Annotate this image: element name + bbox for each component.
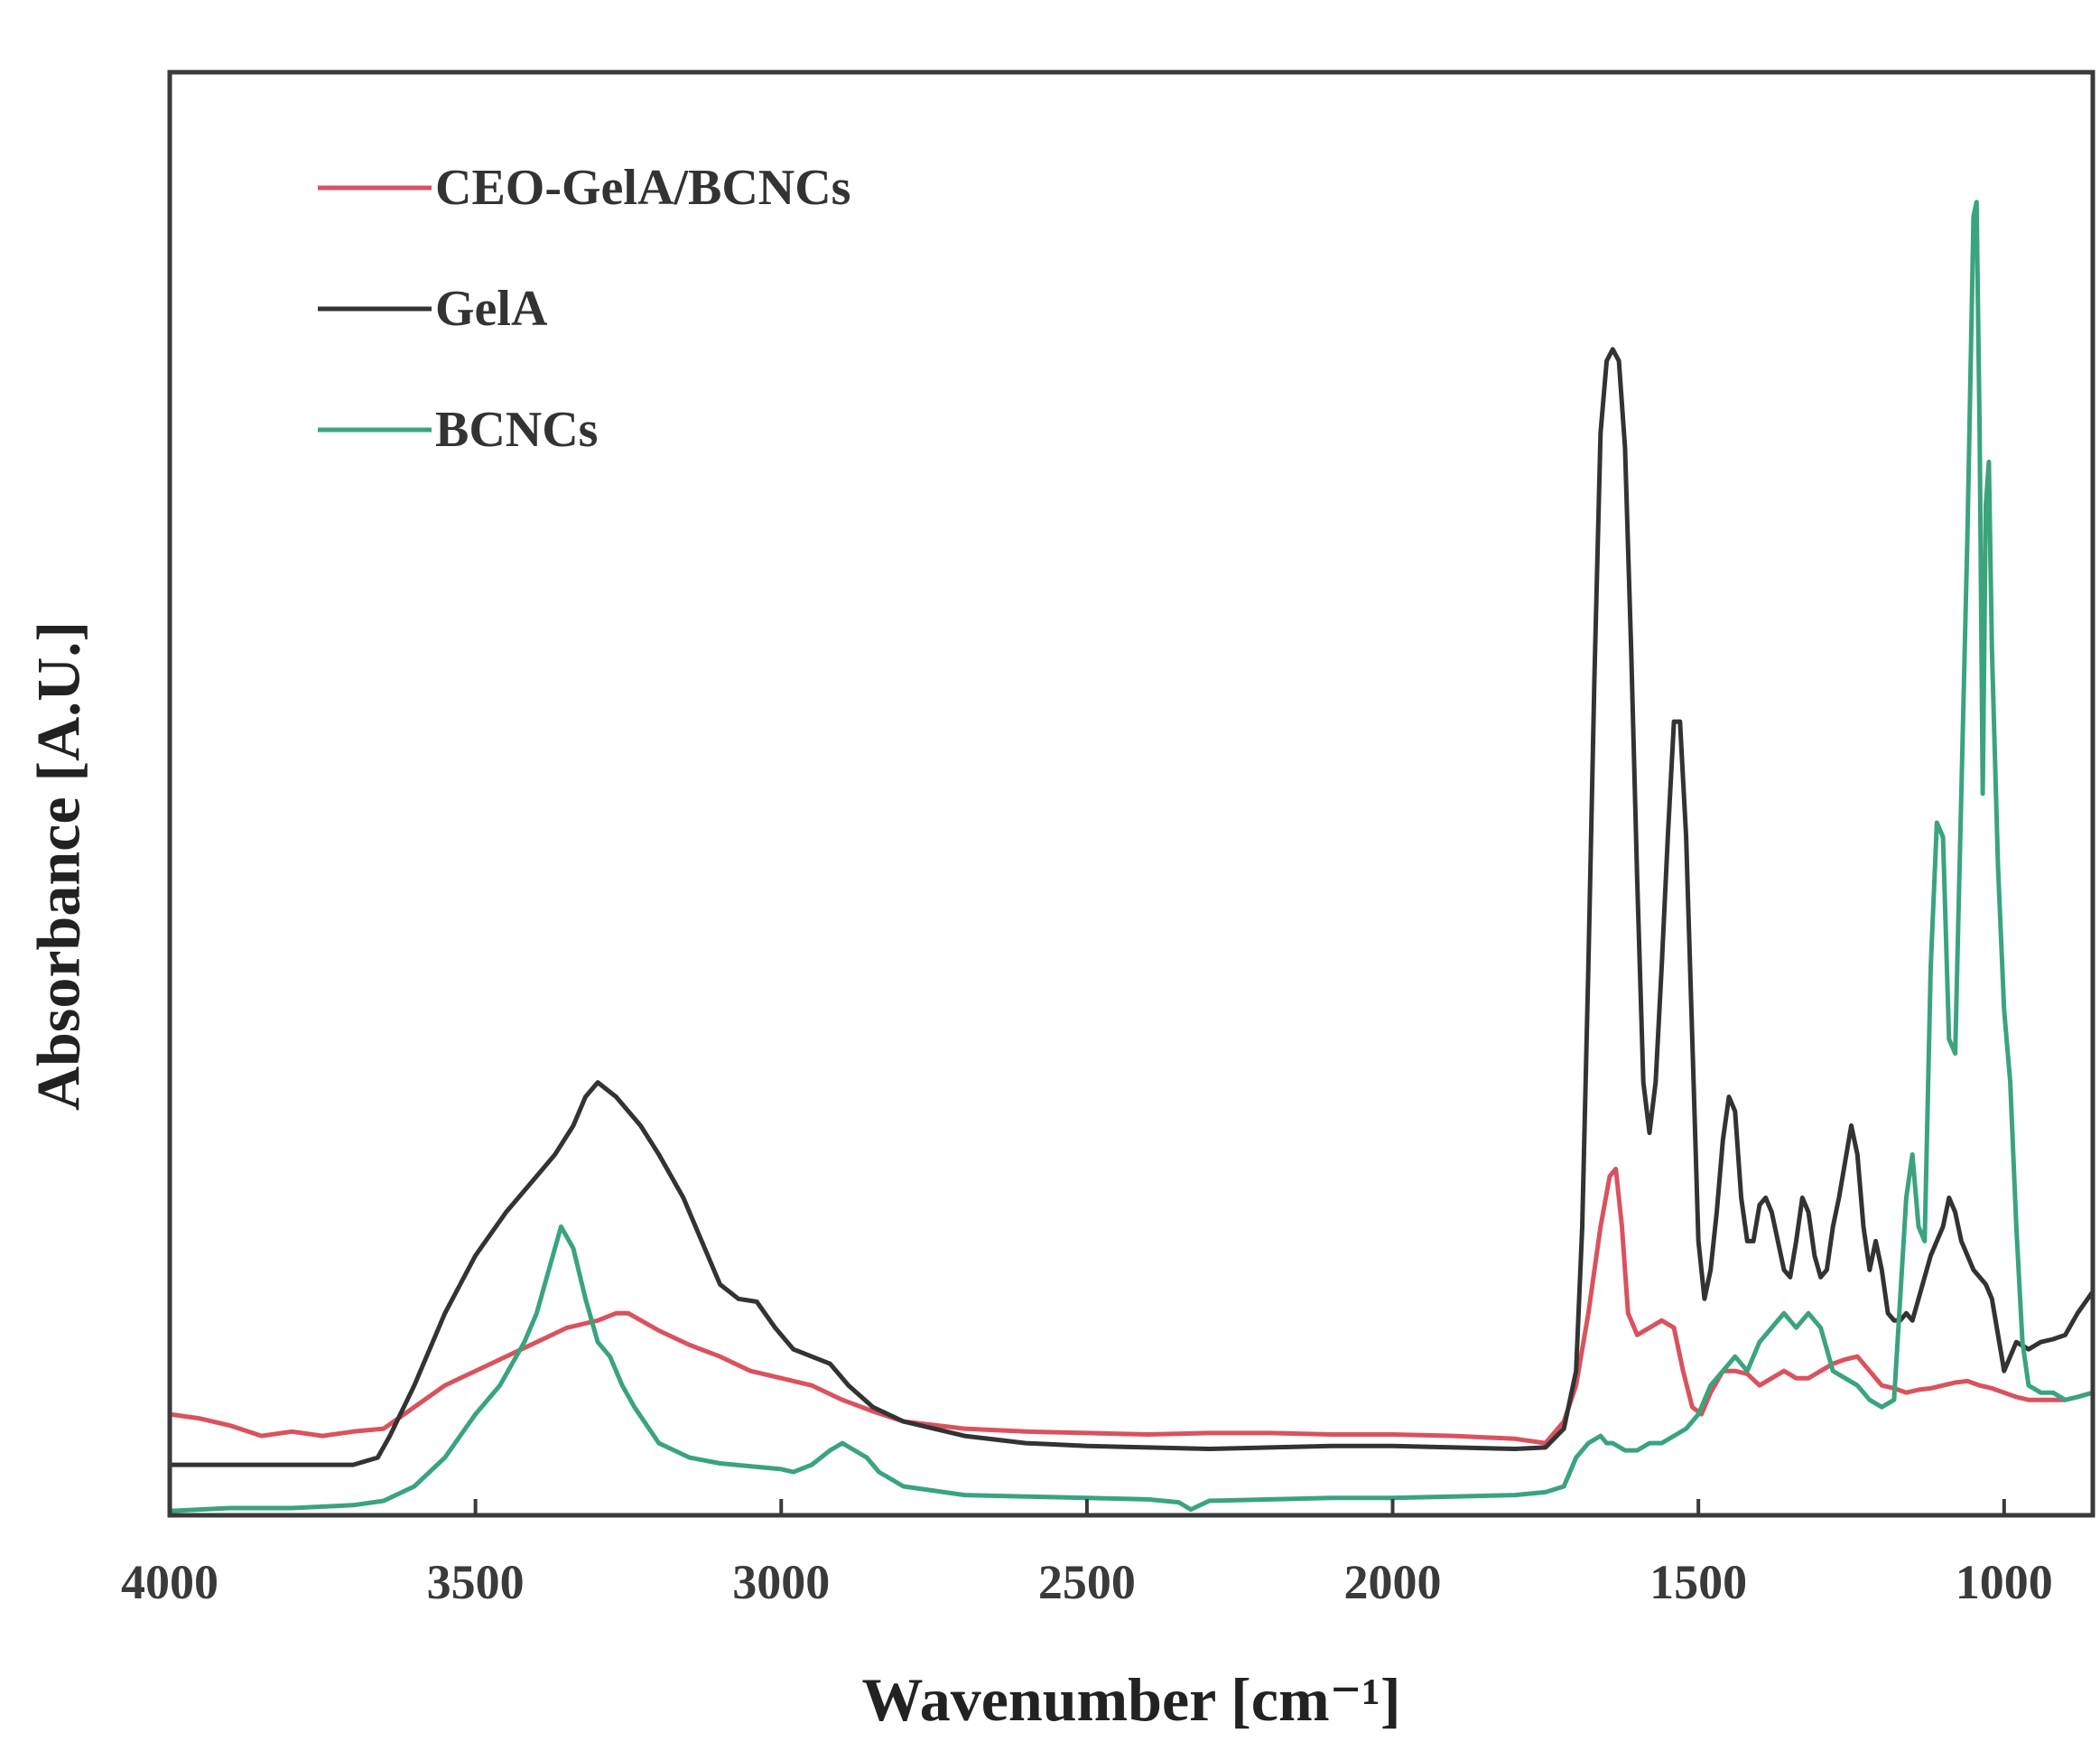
legend-label: CEO-GelA/BCNCs: [435, 160, 850, 216]
series-line-bcncs: [167, 200, 2095, 1513]
x-tick-label: 4000: [121, 1555, 218, 1609]
x-axis-label: Wavenumber [cm⁻¹]: [861, 1665, 1400, 1734]
plot-frame: [167, 70, 2095, 1518]
series-line-gela: [167, 347, 2095, 1467]
x-tick-label: 3500: [427, 1555, 525, 1609]
x-tick-label: 3000: [732, 1555, 830, 1609]
x-tick-label: 1500: [1649, 1555, 1747, 1609]
legend-label: GelA: [435, 281, 548, 337]
y-axis-label: Absorbance [A.U.]: [24, 621, 93, 1111]
series-layer: [167, 200, 2095, 1513]
x-tick-label: 2000: [1344, 1555, 1442, 1609]
legend-label: BCNCs: [435, 402, 598, 458]
x-tick-label: 2500: [1038, 1555, 1136, 1609]
legend: CEO-GelA/BCNCs GelA BCNCs: [318, 160, 850, 458]
x-tick-label: 1000: [1956, 1555, 2053, 1609]
x-axis-ticks: 4000 3500 3000 2500 2000 1500 1000: [121, 1499, 2053, 1609]
